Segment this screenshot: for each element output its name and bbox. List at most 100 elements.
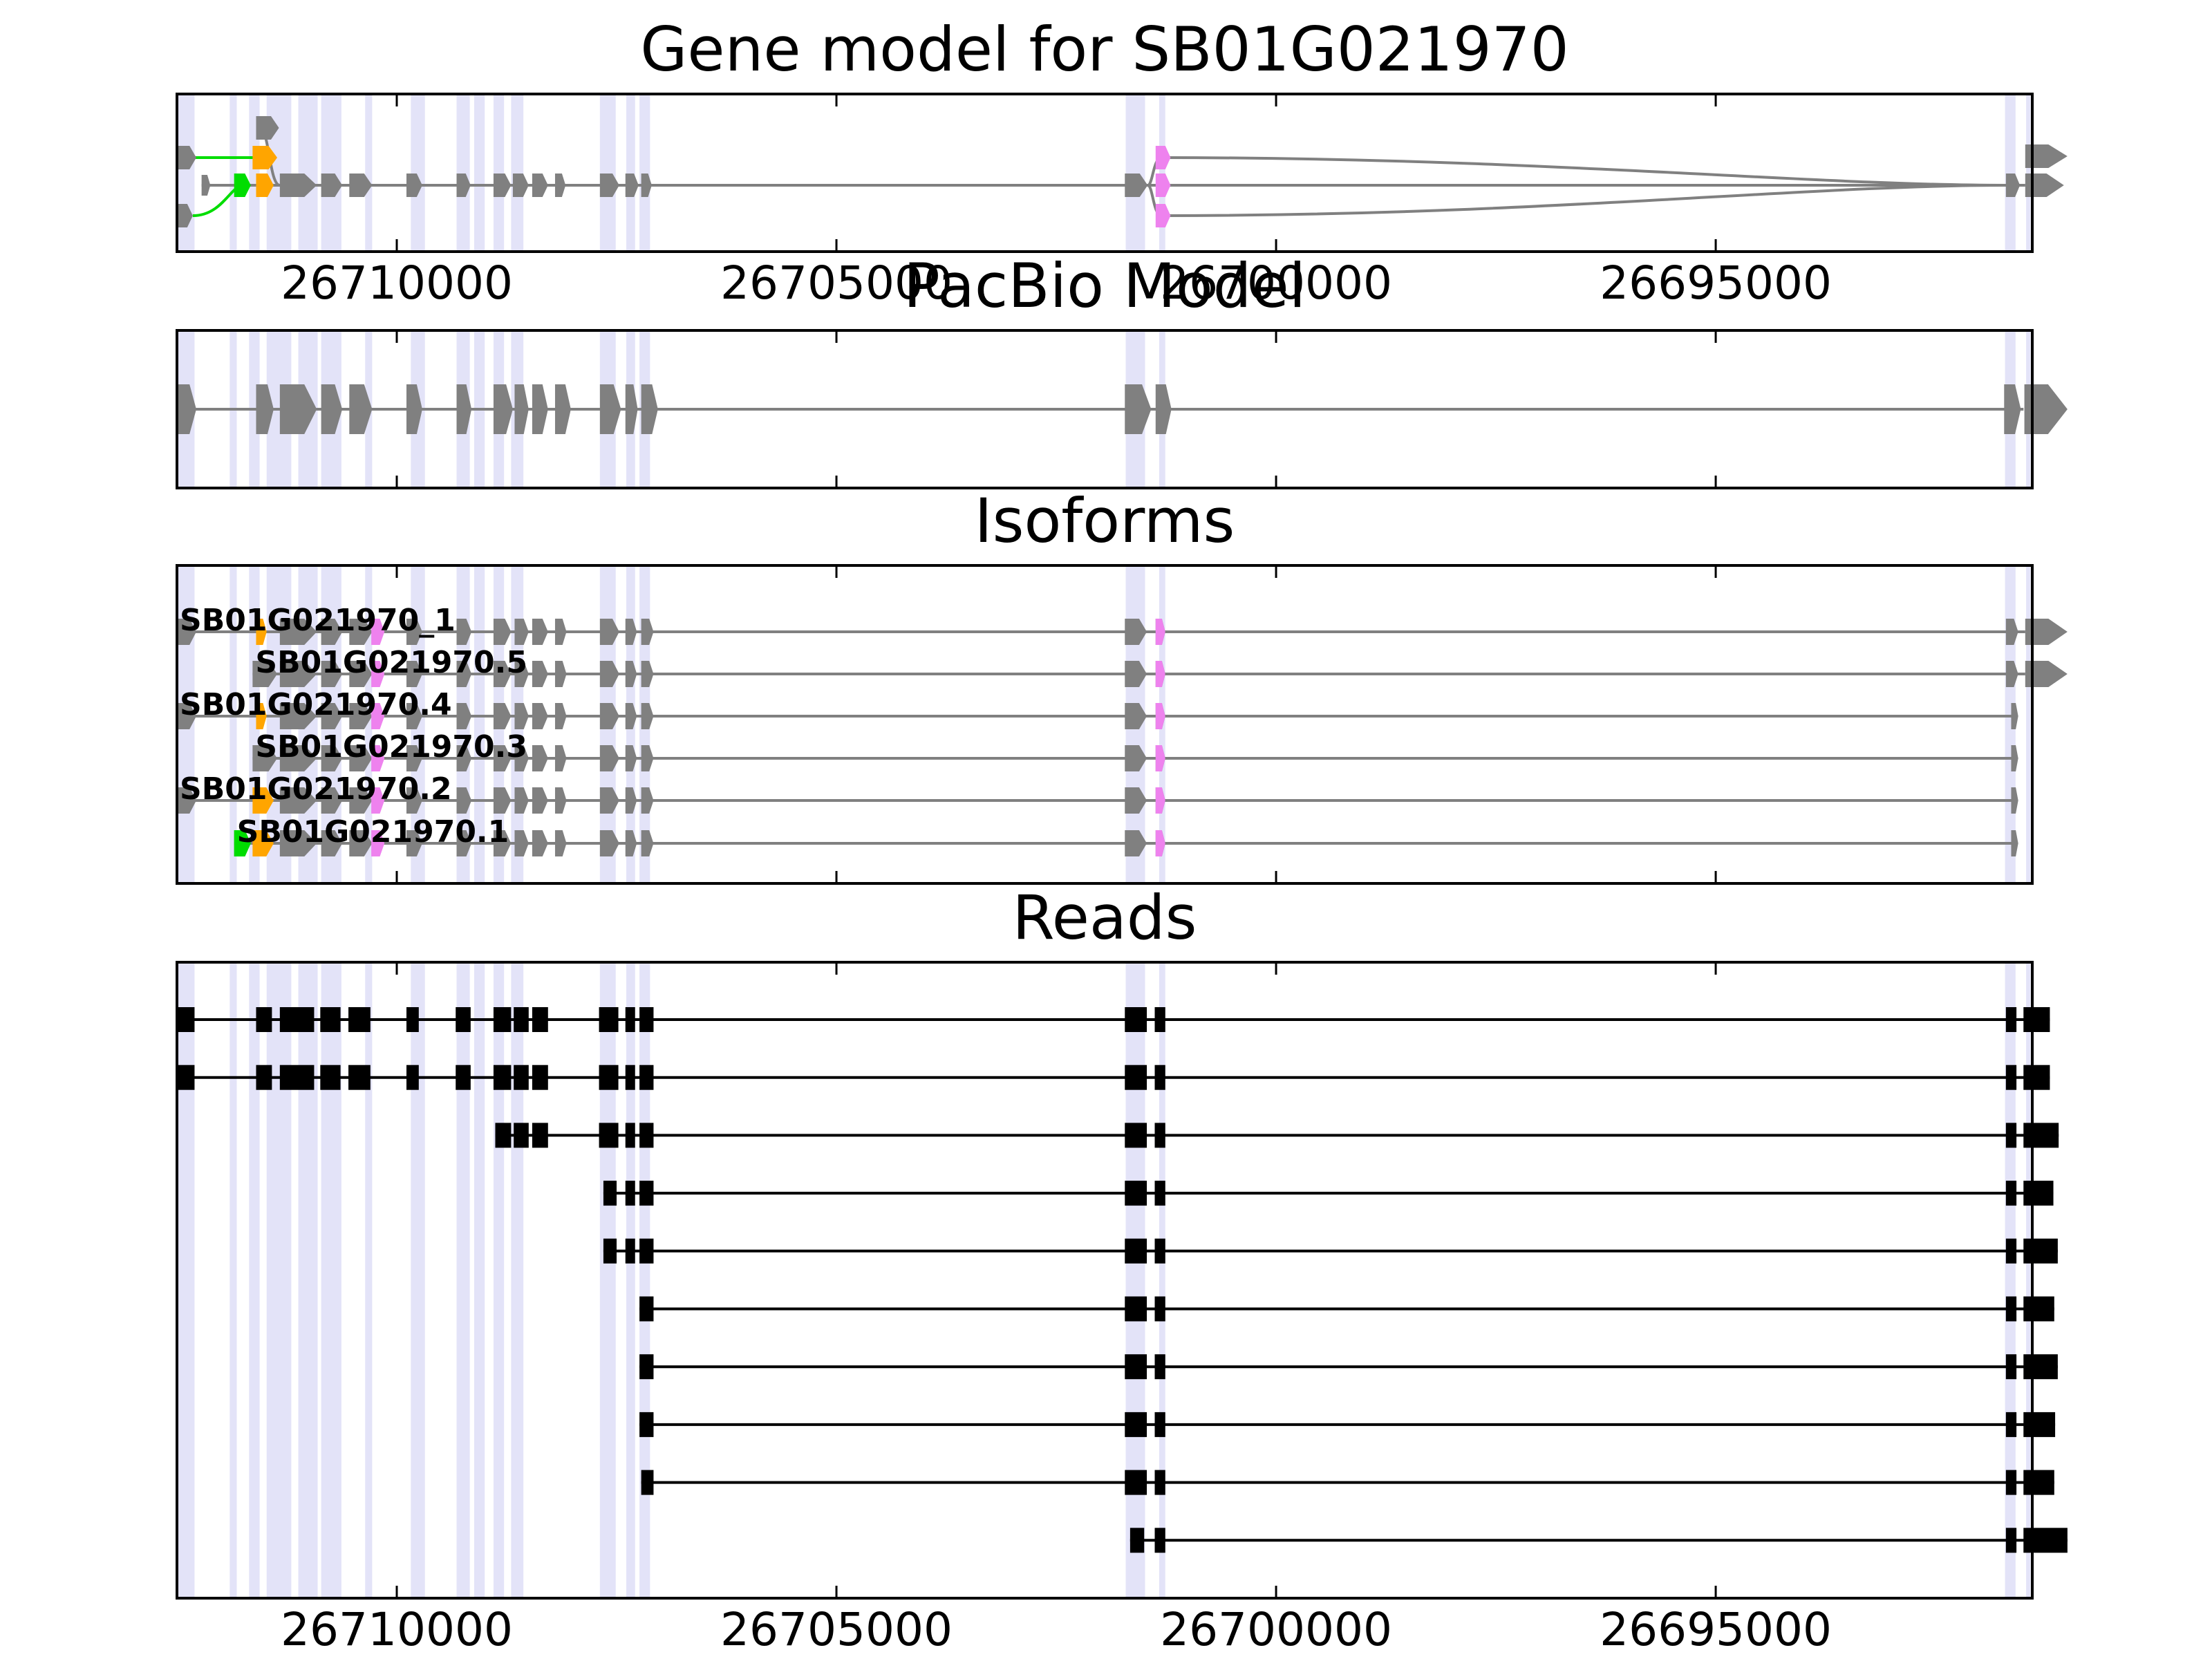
- read-block: [639, 1238, 654, 1264]
- isoform-exon: [321, 619, 343, 645]
- isoform-exon-colored: [234, 830, 251, 856]
- panel-title: Gene model for SB01G021970: [640, 14, 1569, 85]
- pacbio-exon: [554, 384, 571, 434]
- isoform-exon: [514, 745, 529, 771]
- isoform-exon-colored: [371, 703, 385, 729]
- panel-frame: [176, 564, 2034, 885]
- read-block: [625, 1123, 635, 1148]
- exon-block: [599, 174, 619, 197]
- exon-block: [641, 174, 652, 197]
- isoform-exon: [456, 830, 472, 856]
- isoform-label: SB01G021970.4: [180, 687, 452, 722]
- read-block: [1154, 1007, 1165, 1032]
- exon-block: [1155, 146, 1171, 169]
- exon-block: [456, 174, 471, 197]
- read-block: [2023, 1412, 2056, 1437]
- read-block: [2023, 1470, 2054, 1495]
- isoform-exon: [493, 661, 512, 687]
- shaded-exon-region: [177, 94, 195, 252]
- read-block: [1154, 1296, 1165, 1322]
- shaded-exon-region: [411, 94, 425, 252]
- panel-frame: [176, 329, 2034, 489]
- isoform-exon: [641, 830, 654, 856]
- shaded-exon-region: [298, 94, 318, 252]
- isoform-exon: [1125, 703, 1147, 729]
- panel-frame: [176, 961, 2034, 1600]
- isoform-exon: [177, 703, 196, 729]
- isoform-exon: [321, 745, 343, 771]
- read-block: [1154, 1412, 1165, 1437]
- read-block: [603, 1181, 617, 1206]
- isoform-exon: [2025, 661, 2068, 687]
- read-block: [456, 1065, 471, 1090]
- isoform-exon-colored: [371, 619, 385, 645]
- read-block: [1154, 1354, 1165, 1380]
- read-block: [625, 1238, 635, 1264]
- pacbio-exon: [349, 384, 373, 434]
- isoform-exon: [177, 787, 196, 814]
- isoform-exon: [532, 745, 548, 771]
- isoform-exon: [321, 703, 343, 729]
- isoform-exon-colored: [256, 619, 267, 645]
- isoform-exon: [2011, 787, 2018, 814]
- isoform-exon: [349, 703, 373, 729]
- shaded-exon-region: [493, 94, 505, 252]
- isoform-exon: [641, 661, 654, 687]
- read-block: [495, 1123, 512, 1148]
- shaded-exon-region: [599, 962, 616, 1598]
- isoform-exon: [456, 703, 472, 729]
- isoform-exon-colored: [256, 703, 267, 729]
- isoform-exon: [252, 661, 278, 687]
- shaded-exon-region: [456, 962, 470, 1598]
- isoform-exon: [406, 787, 422, 814]
- read-block: [514, 1065, 529, 1090]
- isoform-exon: [514, 830, 529, 856]
- x-tick-label: 26695000: [1600, 1603, 1832, 1656]
- read-block: [2005, 1238, 2017, 1264]
- x-tick-label: 26695000: [1600, 256, 1832, 310]
- exon-block: [1155, 174, 1171, 197]
- isoform-exon: [2011, 745, 2018, 771]
- shaded-exon-region: [321, 962, 341, 1598]
- isoform-exon-colored: [1155, 619, 1165, 645]
- shaded-exon-region: [2026, 94, 2031, 252]
- exon-block: [177, 204, 193, 227]
- read-block: [2005, 1528, 2017, 1553]
- read-block: [348, 1007, 371, 1032]
- exon-block: [201, 175, 211, 196]
- isoform-exon: [625, 787, 637, 814]
- read-block: [532, 1007, 548, 1032]
- isoform-exon: [2025, 619, 2068, 645]
- isoform-exon: [641, 703, 654, 729]
- shaded-exon-region: [229, 94, 237, 252]
- exon-block: [1155, 204, 1171, 227]
- pacbio-exon: [2024, 384, 2068, 434]
- x-tick-label: 26710000: [281, 1603, 513, 1656]
- read-block: [2023, 1528, 2068, 1553]
- isoform-exon: [599, 703, 619, 729]
- exon-block: [554, 174, 566, 197]
- pacbio-exon: [406, 384, 422, 434]
- isoform-exon: [532, 619, 548, 645]
- read-block: [177, 1065, 195, 1090]
- isoform-exon: [493, 745, 512, 771]
- read-block: [256, 1065, 272, 1090]
- read-block: [2005, 1181, 2017, 1206]
- panel-frame: [176, 93, 2034, 253]
- x-tick-label: 26710000: [281, 256, 513, 310]
- exon-block: [177, 146, 196, 169]
- read-block: [2023, 1123, 2059, 1148]
- read-block: [599, 1007, 619, 1032]
- exon-block: [2025, 174, 2064, 197]
- read-block: [1125, 1065, 1147, 1090]
- exon-block: [234, 174, 251, 197]
- isoform-exon: [279, 745, 317, 771]
- isoform-exon: [554, 830, 567, 856]
- isoform-exon: [554, 619, 567, 645]
- read-block: [493, 1065, 512, 1090]
- pacbio-exon: [321, 384, 343, 434]
- isoform-exon: [406, 661, 422, 687]
- isoform-exon: [599, 745, 619, 771]
- shaded-exon-region: [2026, 962, 2031, 1598]
- isoform-exon: [349, 619, 373, 645]
